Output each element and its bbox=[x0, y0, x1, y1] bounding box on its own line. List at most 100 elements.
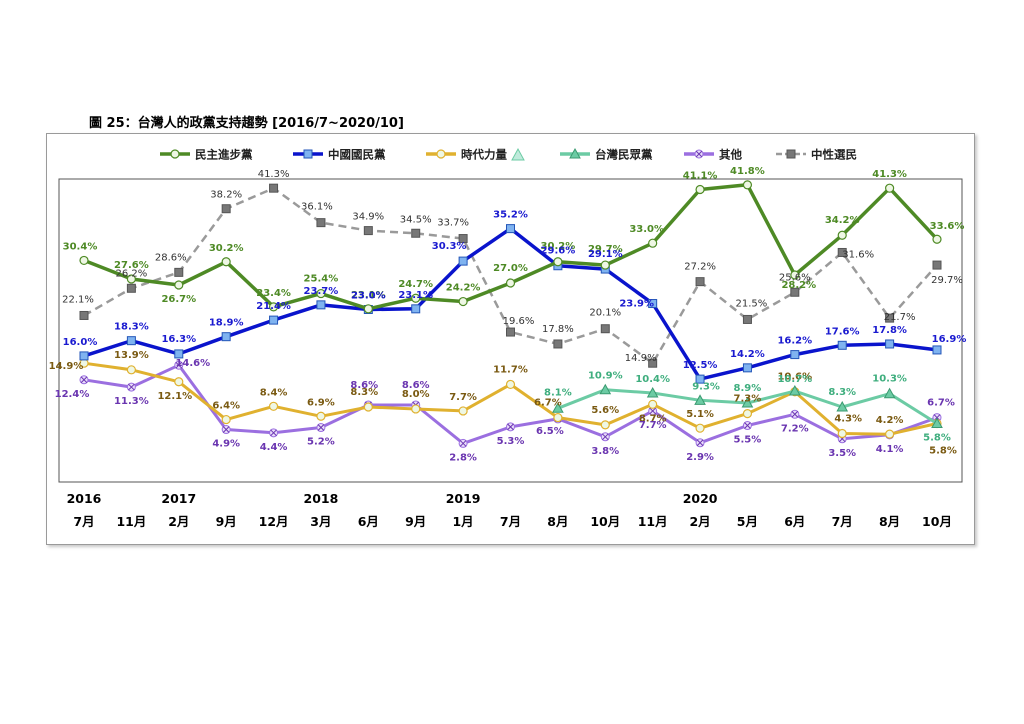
point-3-17 bbox=[883, 387, 896, 399]
data-label-2-10: 6.7% bbox=[534, 398, 562, 409]
point-5-13 bbox=[695, 277, 705, 287]
point-5-15 bbox=[790, 287, 800, 297]
point-0-2 bbox=[174, 280, 184, 290]
point-1-1 bbox=[126, 336, 136, 346]
point-1-5 bbox=[316, 300, 326, 310]
data-label-2-13: 5.1% bbox=[686, 409, 714, 420]
data-label-0-18: 33.6% bbox=[930, 221, 965, 232]
data-label-0-13: 41.1% bbox=[683, 171, 718, 182]
x-tick-label-16: 7月 bbox=[832, 514, 853, 529]
data-label-0-4: 23.4% bbox=[256, 288, 291, 299]
data-label-2-18: 5.8% bbox=[929, 446, 957, 457]
chart-frame: 民主進步黨 中國國民黨 時代力量 台灣民眾黨 其他 中性選民 30.4% 27.6% 26.7… bbox=[46, 133, 975, 545]
data-label-0-17: 41.3% bbox=[872, 169, 907, 180]
data-label-4-10: 6.5% bbox=[536, 426, 564, 437]
data-label-0-11: 29.7% bbox=[588, 244, 623, 255]
x-tick-label-11: 10月 bbox=[590, 514, 620, 529]
point-0-9 bbox=[505, 278, 516, 288]
legend-label-2: 時代力量 bbox=[461, 148, 507, 162]
data-label-2-17: 4.2% bbox=[876, 415, 904, 426]
point-4-14 bbox=[742, 421, 752, 431]
data-label-4-6: 8.6% bbox=[350, 380, 378, 391]
series-layer bbox=[79, 180, 943, 448]
point-4-8 bbox=[458, 438, 468, 448]
point-2-6 bbox=[363, 402, 373, 412]
point-3-10 bbox=[552, 402, 564, 413]
data-label-5-14: 21.5% bbox=[736, 298, 768, 309]
data-label-1-16: 17.6% bbox=[825, 326, 860, 337]
point-5-10 bbox=[553, 339, 563, 349]
point-1-3 bbox=[221, 332, 231, 342]
point-0-0 bbox=[79, 255, 89, 266]
x-tick-label-4: 12月 bbox=[259, 514, 289, 529]
data-label-5-17: 21.7% bbox=[884, 312, 916, 323]
point-5-17 bbox=[885, 313, 895, 323]
data-label-0-8: 24.2% bbox=[446, 283, 481, 294]
point-4-1 bbox=[126, 382, 136, 392]
point-1-17 bbox=[885, 339, 895, 349]
data-label-4-2: 14.6% bbox=[175, 358, 210, 369]
point-4-9 bbox=[506, 422, 515, 432]
data-label-2-6: 8.3% bbox=[350, 387, 378, 398]
point-1-0 bbox=[79, 351, 89, 361]
point-4-0 bbox=[79, 375, 89, 385]
point-2-8 bbox=[458, 406, 468, 416]
legend-label-0: 民主進步黨 bbox=[195, 148, 253, 162]
point-5-2 bbox=[174, 267, 184, 277]
data-label-3-12: 10.4% bbox=[635, 374, 670, 385]
legend-item-2: 時代力量 bbox=[426, 148, 507, 162]
point-1-13 bbox=[695, 374, 705, 384]
point-1-18 bbox=[932, 345, 942, 355]
legend-item-4: 其他 bbox=[684, 148, 742, 162]
data-label-1-4: 21.4% bbox=[256, 301, 291, 312]
point-5-1 bbox=[126, 283, 136, 293]
data-label-5-12: 14.9% bbox=[625, 353, 657, 364]
year-label-2018: 2018 bbox=[304, 491, 339, 506]
data-label-4-12: 7.7% bbox=[639, 420, 667, 431]
data-label-4-1: 11.3% bbox=[114, 396, 149, 407]
point-2-1 bbox=[126, 365, 136, 375]
x-tick-label-3: 9月 bbox=[216, 514, 237, 529]
x-tick-label-10: 8月 bbox=[547, 514, 568, 529]
data-label-4-18: 6.7% bbox=[927, 398, 955, 409]
legend-extra-triangle-icon bbox=[511, 147, 525, 161]
data-label-2-5: 6.9% bbox=[307, 397, 335, 408]
series-5 bbox=[79, 183, 942, 368]
x-tick-label-8: 1月 bbox=[452, 514, 473, 529]
legend-marker-1 bbox=[303, 149, 313, 159]
point-0-17 bbox=[885, 183, 895, 193]
data-label-3-10: 8.1% bbox=[544, 387, 572, 398]
x-axis: 7月 11月 2月 9月 12月 3月 6月 9月 1月 7月 8月 10月 11月 2月 5月 6月 7月 8月… bbox=[67, 491, 952, 529]
year-label-2017: 2017 bbox=[161, 491, 196, 506]
point-1-16 bbox=[837, 340, 847, 350]
point-2-17 bbox=[885, 429, 895, 439]
point-0-4 bbox=[268, 302, 279, 312]
data-label-5-8: 33.7% bbox=[437, 218, 469, 229]
point-1-9 bbox=[506, 224, 515, 234]
point-5-5 bbox=[316, 218, 326, 228]
data-label-0-5: 25.4% bbox=[304, 274, 339, 285]
data-label-5-10: 17.8% bbox=[542, 324, 574, 335]
data-label-4-7: 8.6% bbox=[402, 380, 430, 391]
data-label-1-3: 18.9% bbox=[209, 318, 244, 329]
data-label-5-2: 28.6% bbox=[155, 252, 187, 263]
data-label-1-12: 23.9% bbox=[619, 299, 654, 310]
point-0-12 bbox=[648, 238, 658, 248]
x-tick-label-14: 5月 bbox=[737, 514, 758, 529]
data-label-2-15: 10.6% bbox=[777, 372, 812, 383]
point-2-16 bbox=[837, 428, 847, 439]
point-5-11 bbox=[600, 324, 610, 334]
data-label-0-3: 30.2% bbox=[209, 243, 244, 254]
data-label-4-17: 4.1% bbox=[876, 444, 904, 455]
x-tick-label-13: 2月 bbox=[689, 514, 710, 529]
data-label-5-7: 34.5% bbox=[400, 214, 432, 225]
legend-item-0: 民主進步黨 bbox=[160, 148, 253, 162]
data-label-1-2: 16.3% bbox=[161, 334, 196, 345]
point-0-7 bbox=[411, 293, 421, 303]
data-label-3-15: 10.7% bbox=[777, 374, 812, 385]
series-1 bbox=[79, 224, 942, 384]
data-label-5-1: 26.2% bbox=[116, 268, 148, 279]
point-0-13 bbox=[695, 184, 705, 195]
data-label-1-11: 29.1% bbox=[588, 249, 623, 260]
point-5-7 bbox=[411, 228, 421, 238]
